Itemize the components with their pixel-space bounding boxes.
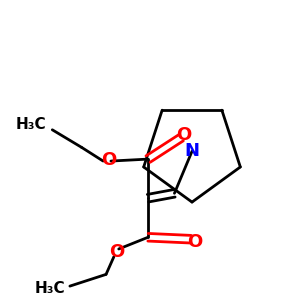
Text: H₃C: H₃C (16, 117, 46, 132)
Text: H₃C: H₃C (35, 280, 66, 296)
Text: O: O (109, 243, 124, 261)
Text: O: O (187, 233, 202, 251)
Text: N: N (184, 142, 200, 160)
Text: O: O (101, 151, 117, 169)
Text: O: O (177, 126, 192, 144)
